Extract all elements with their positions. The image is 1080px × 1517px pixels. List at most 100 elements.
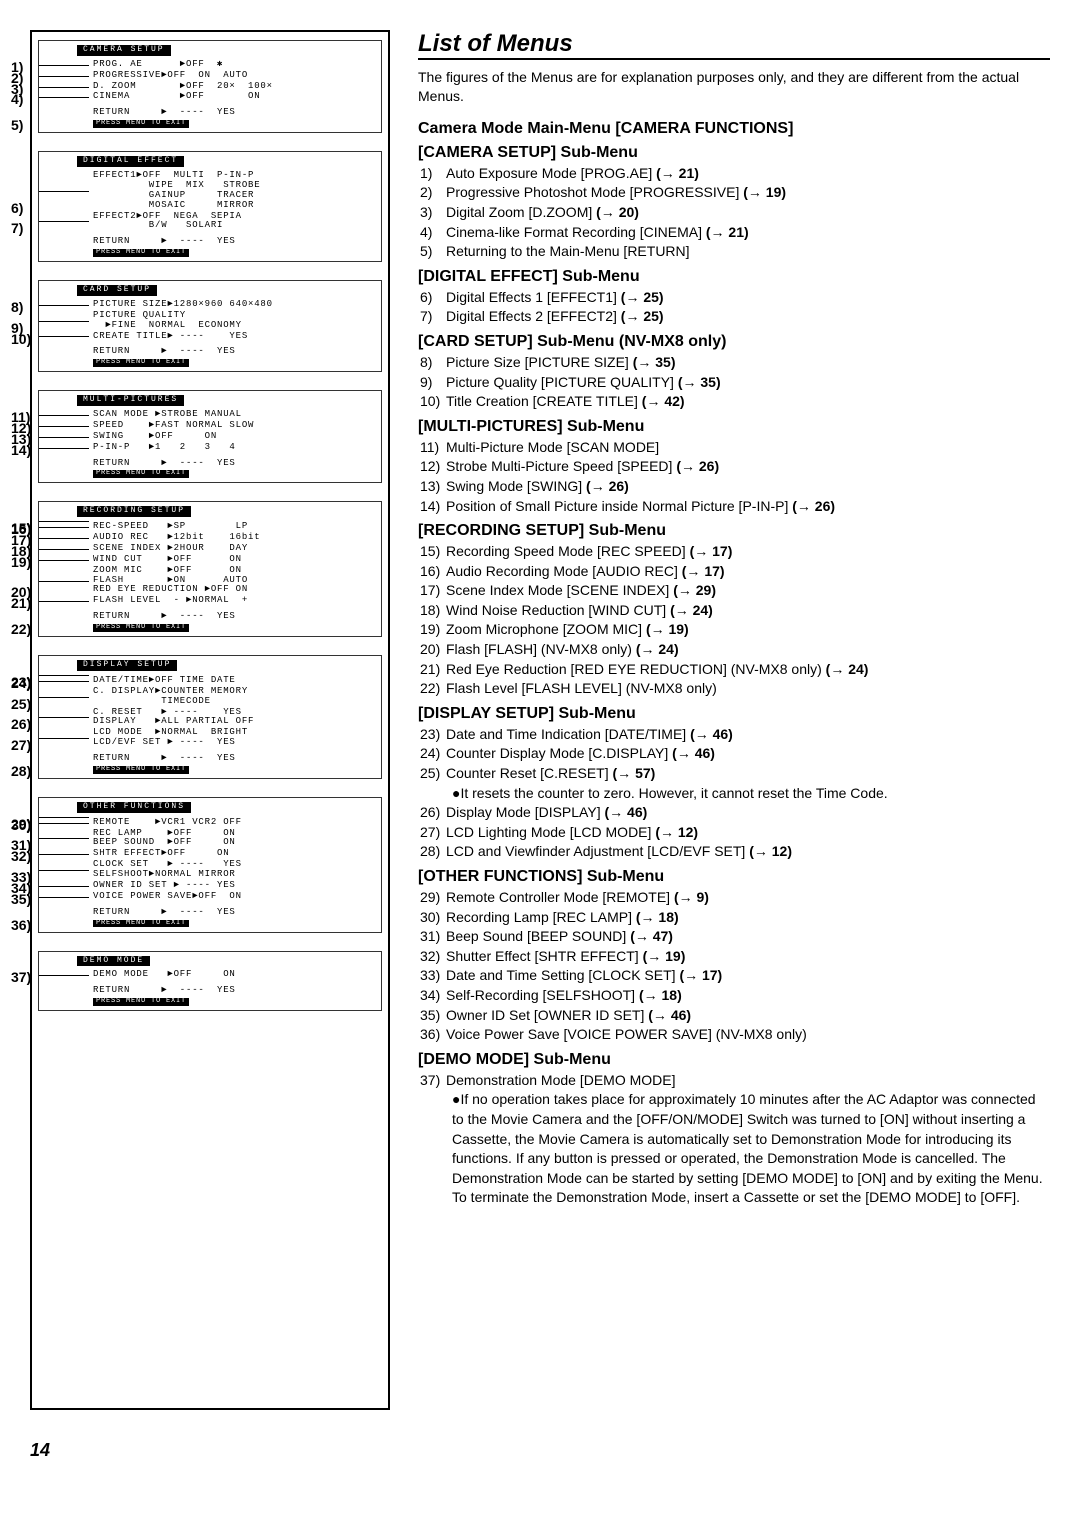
menu-item: 8)Picture Size [PICTURE SIZE] (→ 35) [420,353,1050,373]
callout-line [39,581,89,582]
callout-line [39,886,89,887]
menu-row: CINEMA ►OFF ON4) [45,92,375,102]
callout-number: 14) [11,443,31,458]
callout-line [39,191,89,192]
callout-line [39,448,89,449]
menu-box-header: DIGITAL EFFECT [77,156,184,167]
menu-row: REC-SPEED ►SP LP16) [45,522,375,532]
callout-line [39,823,89,824]
callout-number: 22) [11,622,31,637]
sub-menu-heading: [CAMERA SETUP] Sub-Menu [418,144,1050,162]
page-title: List of Menus [418,30,1050,60]
menu-row: EFFECT1►OFF MULTI P-IN-P WIPE MIX STROBE… [45,171,375,211]
menu-item: 4)Cinema-like Format Recording [CINEMA] … [420,223,1050,243]
callout-number: 25) [11,697,31,712]
callout-line [39,601,89,602]
page-number: 14 [30,1440,1050,1461]
menu-return-row: RETURN ► ---- YESPRESS MENU TO EXIT5) [45,108,375,128]
callout-number: 24) [11,676,31,691]
menu-row: ZOOM MIC ►OFF ON FLASH ►ON AUTO RED EYE … [45,566,375,596]
menu-item: 9)Picture Quality [PICTURE QUALITY] (→ 3… [420,373,1050,393]
menu-item: 27)LCD Lighting Mode [LCD MODE] (→ 12) [420,823,1050,843]
callout-line [39,65,89,66]
callout-line [39,870,89,871]
menu-item: 33)Date and Time Setting [CLOCK SET] (→ … [420,966,1050,986]
callout-line [39,415,89,416]
text-column: List of Menus The figures of the Menus a… [408,30,1050,1410]
menu-box: DIGITAL EFFECT EFFECT1►OFF MULTI P-IN-P W… [38,151,382,262]
menu-item: 24)Counter Display Mode [C.DISPLAY] (→ 4… [420,744,1050,764]
section-note: ●If no operation takes place for approxi… [452,1090,1050,1208]
menu-row: AUDIO REC ►12bit 16bit17) [45,533,375,543]
sub-menu-heading: [MULTI-PICTURES] Sub-Menu [418,418,1050,436]
menu-item: 25)Counter Reset [C.RESET] (→ 57) [420,764,1050,784]
menu-item: 23)Date and Time Indication [DATE/TIME] … [420,725,1050,745]
menu-row: SWING ►OFF ON13) [45,432,375,442]
menu-row: SHTR EFFECT►OFF ON32) [45,849,375,859]
menu-row: CREATE TITLE► ---- YES10) [45,332,375,342]
menu-box-header: CAMERA SETUP [77,45,171,56]
callout-line [39,87,89,88]
menu-item: 21)Red Eye Reduction [RED EYE REDUCTION]… [420,660,1050,680]
callout-line [39,560,89,561]
menu-row: P-IN-P ►1 2 3 414) [45,443,375,453]
menu-item: 28)LCD and Viewfinder Adjustment [LCD/EV… [420,842,1050,862]
menu-row: DATE/TIME►OFF TIME DATE24) [45,676,375,686]
menu-row: OWNER ID SET ► ---- YES34) [45,881,375,891]
menu-box: DEMO MODEDEMO MODE ►OFF ON37)RETURN ► --… [38,951,382,1011]
menu-item: 30)Recording Lamp [REC LAMP] (→ 18) [420,908,1050,928]
menu-item: 10)Title Creation [CREATE TITLE] (→ 42) [420,392,1050,412]
menu-row: VOICE POWER SAVE►OFF ON35) [45,892,375,902]
callout-line [39,538,89,539]
sub-menu-heading: [CARD SETUP] Sub-Menu (NV-MX8 only) [418,333,1050,351]
callout-line [39,738,89,739]
callout-line [39,975,89,976]
callout-number: 27) [11,738,31,753]
callout-line [39,681,89,682]
callout-line [39,838,89,839]
callout-number: 32) [11,849,31,864]
menu-item: 7)Digital Effects 2 [EFFECT2] (→ 25) [420,307,1050,327]
menu-box: DISPLAY SETUP23)DATE/TIME►OFF TIME DATE2… [38,655,382,779]
menu-row: FLASH LEVEL - ►NORMAL +21) [45,596,375,606]
callout-line [39,437,89,438]
menu-row: SCENE INDEX ►2HOUR DAY18) [45,544,375,554]
menu-box-header: MULTI-PICTURES [77,395,184,406]
menu-item: 35)Owner ID Set [OWNER ID SET] (→ 46) [420,1006,1050,1026]
menu-row: PICTURE SIZE►1280×960 640×4808) [45,300,375,310]
menu-row: EFFECT2►OFF NEGA SEPIA B/W SOLARI7) [45,212,375,232]
menu-return-row: RETURN ► ---- YESPRESS MENU TO EXIT [45,459,375,479]
menu-item: 6)Digital Effects 1 [EFFECT1] (→ 25) [420,288,1050,308]
sub-menu-heading: [DIGITAL EFFECT] Sub-Menu [418,268,1050,286]
menu-return-row: RETURN ► ---- YESPRESS MENU TO EXIT28) [45,754,375,774]
menu-row: PROG. AE ►OFF ✱1) [45,60,375,70]
sub-menu-heading: [DEMO MODE] Sub-Menu [418,1051,1050,1069]
menu-return-row: RETURN ► ---- YESPRESS MENU TO EXIT22) [45,612,375,632]
sections-container: [CAMERA SETUP] Sub-Menu1)Auto Exposure M… [418,144,1050,1208]
menu-item: 14)Position of Small Picture inside Norm… [420,497,1050,517]
menu-item: 34)Self-Recording [SELFSHOOT] (→ 18) [420,986,1050,1006]
callout-line [39,897,89,898]
callout-line [39,305,89,306]
callout-number: 35) [11,892,31,907]
menu-return-row: RETURN ► ---- YESPRESS MENU TO EXIT36) [45,908,375,928]
menu-row: SCAN MODE ►STROBE MANUAL11) [45,410,375,420]
callout-number: 10) [11,332,31,347]
menu-box: RECORDING SETUP15)REC-SPEED ►SP LP16)AUD… [38,501,382,637]
menu-item: 26)Display Mode [DISPLAY] (→ 46) [420,803,1050,823]
main-menu-title: Camera Mode Main-Menu [CAMERA FUNCTIONS] [418,120,1050,138]
menu-item: 19)Zoom Microphone [ZOOM MIC] (→ 19) [420,620,1050,640]
menu-item: 5)Returning to the Main-Menu [RETURN] [420,242,1050,262]
callout-number: 6) [11,201,23,216]
menu-box-header: DEMO MODE [77,956,150,967]
menu-item: 31)Beep Sound [BEEP SOUND] (→ 47) [420,927,1050,947]
callout-number: 8) [11,300,23,315]
callout-line [39,76,89,77]
callout-number: 19) [11,555,31,570]
callout-number: 21) [11,596,31,611]
menu-item: 13)Swing Mode [SWING] (→ 26) [420,477,1050,497]
menu-box-header: RECORDING SETUP [77,506,191,517]
menu-return-row: RETURN ► ---- YESPRESS MENU TO EXIT [45,237,375,257]
menu-box-header: DISPLAY SETUP [77,660,177,671]
menu-row: REC LAMP ►OFF ON BEEP SOUND ►OFF ON31) [45,829,375,849]
